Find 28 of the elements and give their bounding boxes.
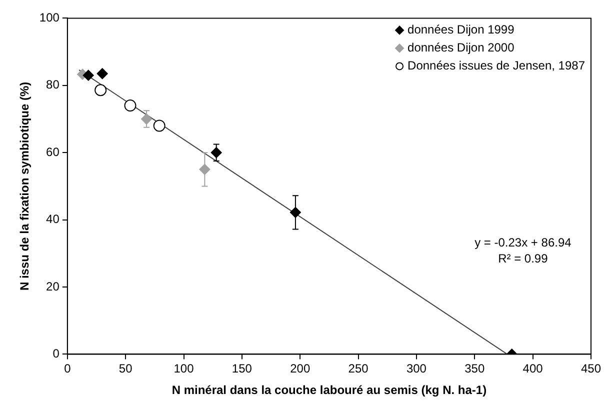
point <box>96 68 108 80</box>
x-tick-label: 250 <box>348 362 369 376</box>
x-tick-label: 0 <box>64 362 72 376</box>
x-tick-label: 100 <box>174 362 194 376</box>
y-tick-label: 100 <box>39 10 60 25</box>
x-tick-label: 50 <box>118 362 133 376</box>
annotation: y = -0.23x + 86.94 <box>474 236 572 250</box>
x-tick-label: 450 <box>580 362 602 376</box>
y-tick-label: 0 <box>52 346 60 361</box>
y-tick-label: 40 <box>46 212 60 226</box>
x-tick-label: 200 <box>290 362 310 376</box>
point <box>82 70 94 81</box>
legend-label: données Dijon 1999 <box>408 22 515 37</box>
y-tick-label: 80 <box>46 78 60 92</box>
y-tick-label: 60 <box>46 144 60 159</box>
y-tick-label: 20 <box>46 279 60 294</box>
x-axis-title: N minéral dans la couche labouré au semis (kg N. ha-1) <box>172 383 487 398</box>
legend-label: données Dijon 2000 <box>408 40 515 55</box>
y-axis-title: N issu de la fixation symbiotique (%) <box>18 82 32 291</box>
x-tick-label: 300 <box>406 362 427 376</box>
x-tick-label: 150 <box>232 362 252 376</box>
x-tick-label: 400 <box>522 362 544 376</box>
x-tick-label: 350 <box>464 362 485 376</box>
annotation: R² = 0.99 <box>498 252 548 266</box>
legend-label: Données issues de Jensen, 1987 <box>408 58 586 73</box>
point <box>124 100 136 112</box>
point <box>94 84 107 96</box>
point <box>153 120 166 132</box>
